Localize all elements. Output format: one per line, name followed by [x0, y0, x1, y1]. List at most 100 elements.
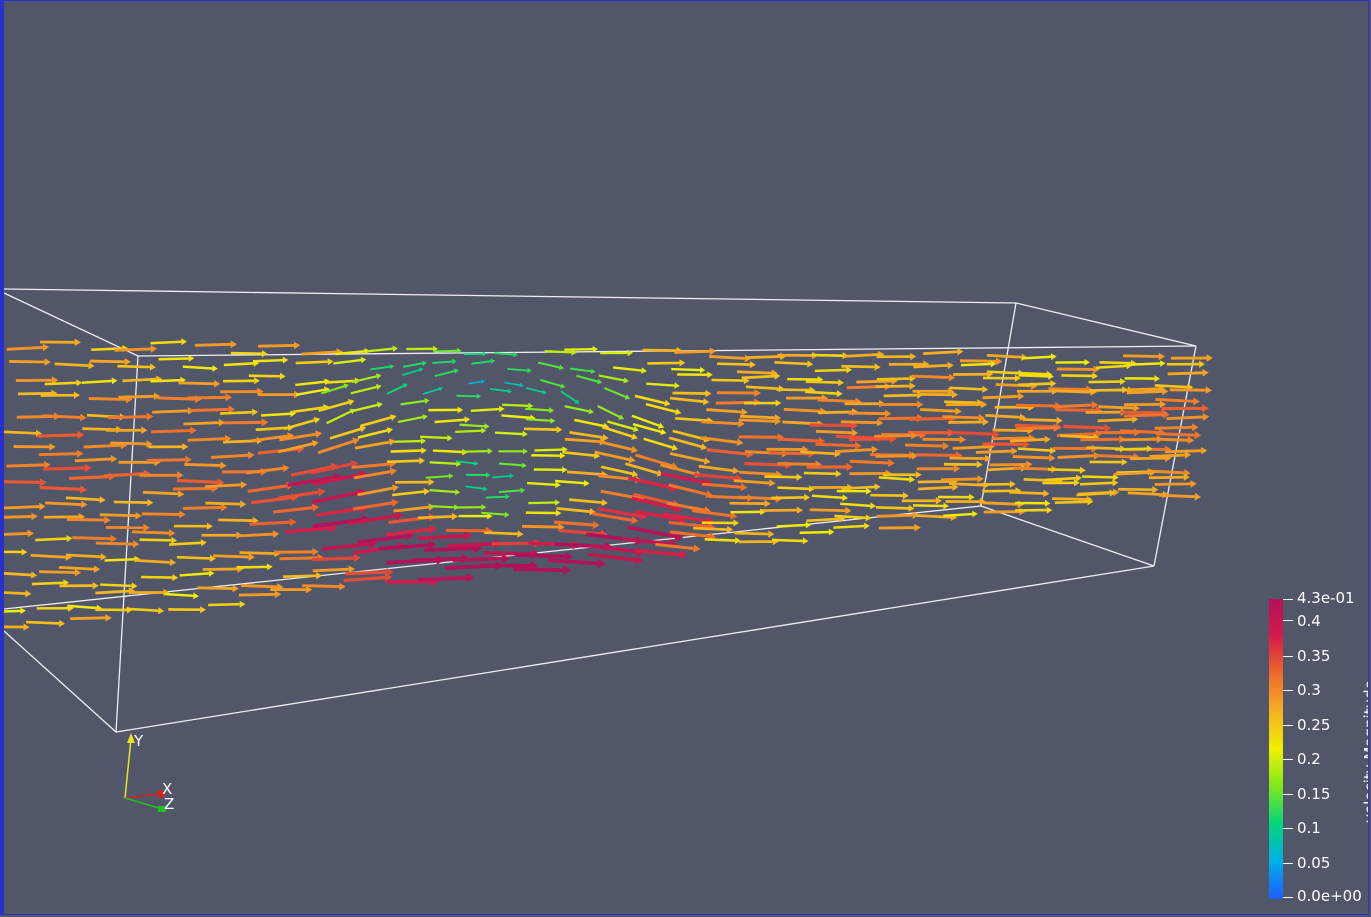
- velocity-arrow: [1123, 410, 1170, 419]
- velocity-arrow: [1088, 386, 1129, 394]
- colorbar-gradient: [1269, 599, 1283, 899]
- velocity-arrow: [733, 479, 776, 487]
- velocity-arrow: [1126, 387, 1169, 396]
- velocity-arrow: [1123, 352, 1166, 361]
- velocity-arrow: [1150, 436, 1195, 445]
- velocity-arrow: [982, 440, 1031, 449]
- velocity-arrow: [1148, 473, 1190, 481]
- velocity-arrow: [316, 504, 368, 517]
- velocity-arrow: [4, 502, 46, 511]
- velocity-arrow: [564, 405, 594, 415]
- velocity-arrow: [4, 571, 38, 579]
- velocity-arrow: [774, 360, 814, 368]
- velocity-arrow: [989, 460, 1033, 469]
- velocity-arrow: [840, 502, 876, 510]
- velocity-arrow: [604, 387, 631, 400]
- velocity-arrow: [840, 418, 884, 427]
- velocity-arrow: [533, 466, 568, 474]
- velocity-arrow: [901, 497, 942, 505]
- velocity-arrow: [805, 379, 845, 387]
- velocity-arrow: [312, 565, 355, 573]
- velocity-arrow: [700, 436, 744, 447]
- velocity-arrow: [811, 352, 849, 360]
- velocity-arrow: [592, 512, 639, 525]
- velocity-arrow: [717, 361, 756, 369]
- velocity-arrow: [809, 506, 852, 515]
- velocity-arrow: [668, 436, 708, 451]
- velocity-arrow: [95, 540, 140, 548]
- velocity-arrow: [601, 425, 638, 440]
- velocity-arrow: [882, 471, 922, 479]
- colorbar-title: velocity Magnitude: [1361, 680, 1369, 823]
- velocity-arrow: [54, 362, 95, 370]
- velocity-arrow: [1118, 486, 1159, 494]
- velocity-arrow: [113, 499, 154, 507]
- velocity-arrow: [258, 390, 301, 399]
- velocity-arrow: [669, 396, 710, 406]
- velocity-arrow: [576, 374, 603, 385]
- velocity-arrow: [402, 367, 424, 376]
- velocity-arrow: [523, 426, 563, 434]
- x-axis-label: X: [162, 780, 173, 798]
- velocity-arrow: [849, 459, 895, 467]
- velocity-arrow: [6, 461, 51, 469]
- velocity-arrow: [911, 373, 956, 382]
- velocity-arrow: [671, 366, 706, 374]
- velocity-arrow: [594, 450, 636, 464]
- velocity-arrow: [547, 558, 606, 569]
- velocity-arrow: [1009, 489, 1050, 498]
- velocity-arrow: [470, 405, 505, 413]
- colorbar-tick: [1283, 794, 1293, 795]
- velocity-arrow: [1053, 401, 1099, 409]
- velocity-arrow: [468, 379, 485, 385]
- velocity-arrow: [645, 402, 682, 416]
- velocity-arrow: [876, 352, 917, 361]
- velocity-arrow: [151, 426, 197, 435]
- velocity-arrow: [492, 473, 514, 479]
- velocity-arrow: [1095, 362, 1133, 370]
- velocity-arrow: [1054, 498, 1094, 506]
- velocity-arrow: [556, 507, 596, 516]
- velocity-arrow: [105, 523, 150, 532]
- velocity-arrow-glyphs: [4, 338, 1213, 631]
- velocity-arrow: [249, 518, 297, 527]
- velocity-arrow: [1115, 445, 1153, 453]
- velocity-arrow: [646, 382, 680, 389]
- velocity-arrow: [420, 434, 453, 442]
- velocity-arrow: [805, 390, 843, 398]
- velocity-arrow: [150, 338, 187, 346]
- velocity-arrow: [182, 503, 228, 512]
- velocity-arrow: [72, 534, 118, 543]
- velocity-arrow: [848, 409, 892, 418]
- velocity-arrow: [776, 521, 812, 529]
- velocity-arrow: [734, 530, 775, 538]
- x-axis-cone: [157, 790, 165, 798]
- velocity-arrow: [406, 345, 439, 352]
- velocity-arrow: [907, 428, 955, 437]
- velocity-arrow: [976, 480, 1016, 488]
- velocity-arrow: [1015, 423, 1061, 432]
- velocity-arrow: [429, 504, 460, 511]
- velocity-arrow: [302, 582, 346, 591]
- axes-triad-graphic: [124, 733, 166, 812]
- velocity-arrow: [985, 413, 1026, 421]
- velocity-arrow: [4, 548, 28, 556]
- z-axis-cone: [158, 806, 166, 812]
- velocity-arrow: [40, 338, 81, 346]
- scalar-colorbar[interactable]: 4.3e-01 0.4 0.35 0.3 0.25 0.2 0.15 0.1 0…: [1266, 591, 1368, 904]
- velocity-arrow: [329, 425, 367, 440]
- velocity-arrow: [141, 510, 186, 519]
- colorbar-tick: [1283, 690, 1293, 691]
- colorbar-tick: [1283, 620, 1293, 621]
- vector-field-scene[interactable]: [4, 1, 1369, 915]
- velocity-arrow: [918, 483, 959, 491]
- velocity-arrow: [394, 437, 427, 445]
- velocity-arrow: [485, 494, 510, 500]
- velocity-arrow: [182, 365, 218, 372]
- velocity-arrow: [148, 443, 189, 451]
- velocity-arrow: [197, 584, 239, 593]
- velocity-arrow: [841, 483, 881, 491]
- velocity-arrow: [392, 488, 430, 497]
- colorbar-tick-label: 0.25: [1297, 716, 1331, 734]
